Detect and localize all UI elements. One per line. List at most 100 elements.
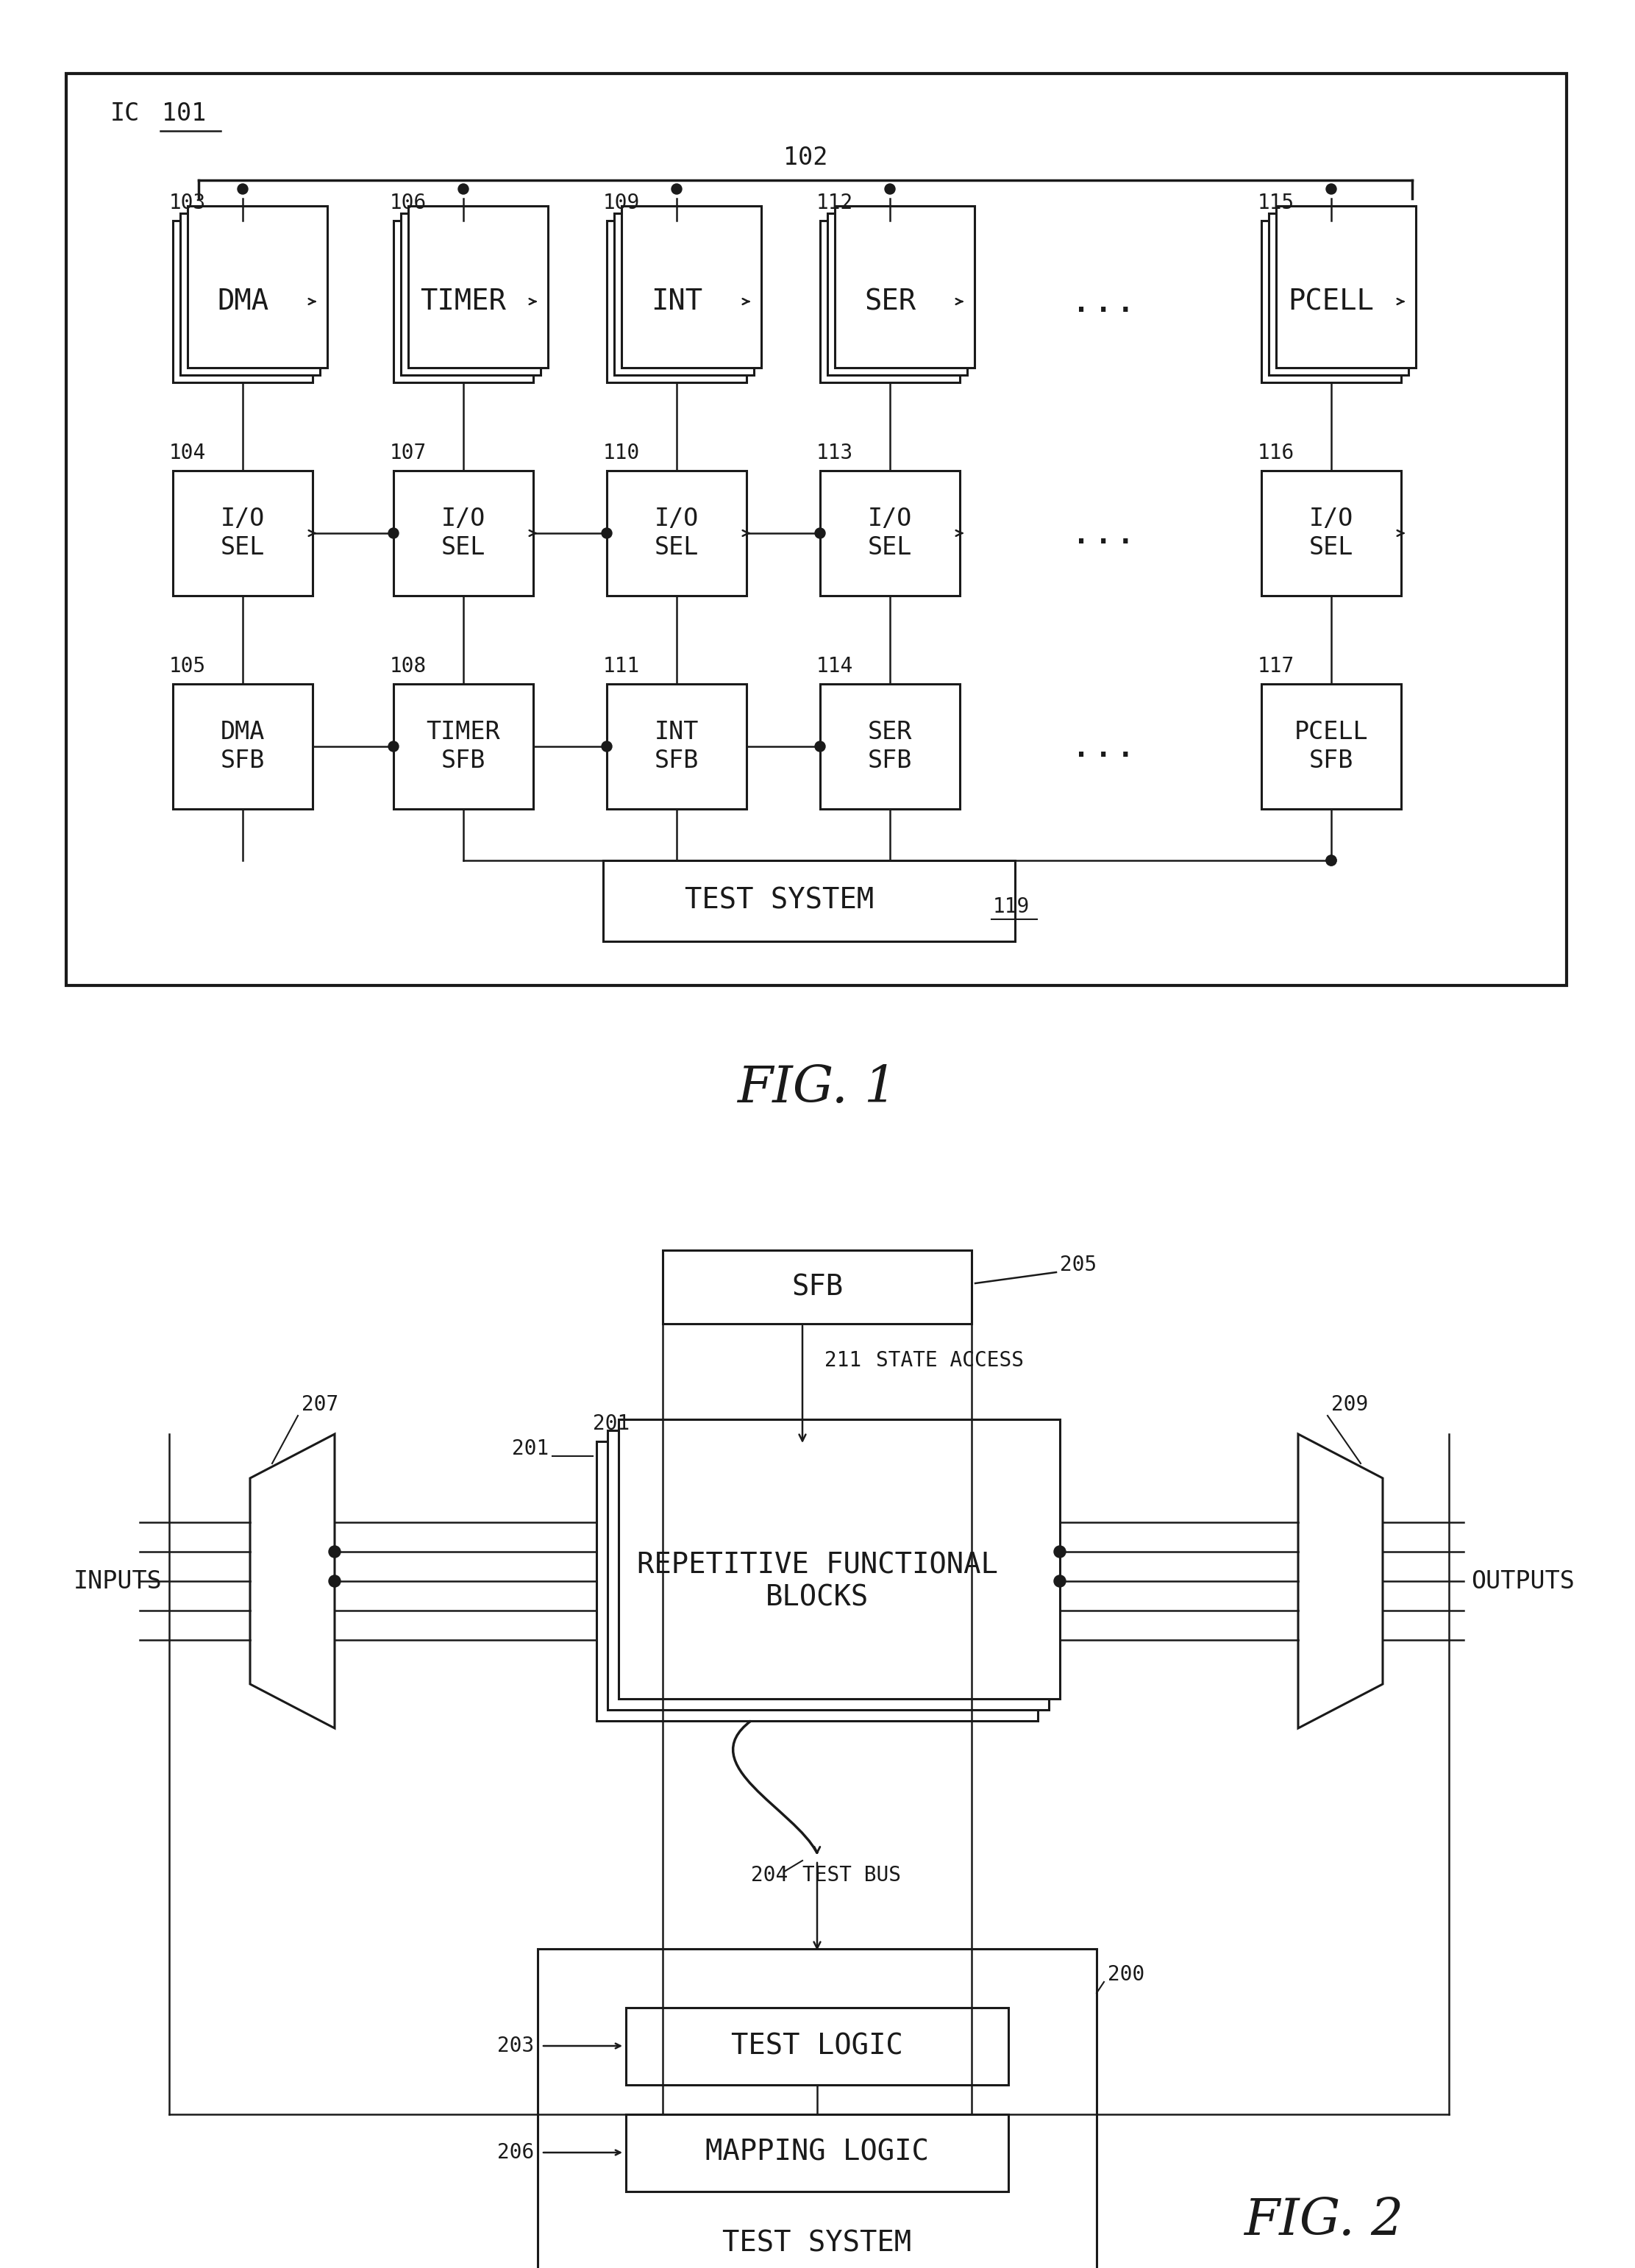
Bar [173,472,312,596]
Bar [615,213,754,374]
Text: ...: ... [1069,284,1136,320]
Text: 211: 211 [824,1349,862,1370]
Text: 101: 101 [162,102,206,127]
Text: INT: INT [651,288,703,315]
Circle shape [1326,855,1336,866]
Text: 108: 108 [389,655,427,676]
Text: TEST BUS: TEST BUS [803,1864,901,1885]
Text: 105: 105 [168,655,206,676]
Text: 102: 102 [783,145,827,170]
Bar [597,1442,1038,1721]
Text: INT
SFB: INT SFB [654,721,698,773]
Bar [394,472,533,596]
Text: SER
SFB: SER SFB [868,721,912,773]
Text: 201: 201 [512,1438,549,1458]
Circle shape [814,528,826,538]
Circle shape [1326,184,1336,195]
Text: 106: 106 [389,193,427,213]
Text: 103: 103 [168,193,206,213]
Text: 110: 110 [603,442,639,463]
Bar [409,206,548,367]
Bar [621,206,762,367]
Text: MAPPING LOGIC: MAPPING LOGIC [705,2139,929,2166]
Text: SFB: SFB [791,1272,844,1302]
Text: IC: IC [110,102,141,127]
Circle shape [329,1547,340,1558]
Polygon shape [250,1433,335,1728]
Bar [173,220,312,383]
Bar [394,220,533,383]
Circle shape [389,742,399,751]
Circle shape [389,528,399,538]
Bar [821,472,960,596]
Text: 104: 104 [168,442,206,463]
Text: OUTPUTS: OUTPUTS [1472,1569,1575,1592]
Bar [662,1250,971,1325]
Bar [1269,213,1408,374]
Bar [607,472,747,596]
Bar [608,1431,1048,1710]
Text: 112: 112 [816,193,853,213]
Text: 109: 109 [603,193,639,213]
Text: I/O
SEL: I/O SEL [868,508,912,560]
Bar [835,206,974,367]
Text: I/O
SEL: I/O SEL [441,508,486,560]
Bar [821,220,960,383]
Circle shape [1055,1576,1066,1588]
Text: 119: 119 [992,896,1030,916]
Text: REPETITIVE FUNCTIONAL
BLOCKS: REPETITIVE FUNCTIONAL BLOCKS [636,1551,997,1610]
Bar [827,213,968,374]
Circle shape [237,184,249,195]
Text: I/O
SEL: I/O SEL [654,508,698,560]
Text: INPUTS: INPUTS [74,1569,162,1592]
Bar [65,73,1566,987]
Circle shape [329,1576,340,1588]
Bar [1261,472,1401,596]
Bar [188,206,327,367]
Text: SER: SER [865,288,916,315]
Bar [607,685,747,810]
Text: DMA
SFB: DMA SFB [221,721,265,773]
Text: 201: 201 [594,1413,629,1433]
Circle shape [885,184,894,195]
Text: 206: 206 [497,2143,535,2164]
Bar [173,685,312,810]
Bar [618,1420,1059,1699]
Text: ...: ... [1069,515,1136,551]
Polygon shape [1298,1433,1383,1728]
Text: 200: 200 [1107,1964,1144,1985]
Text: TIMER
SFB: TIMER SFB [427,721,500,773]
Text: 207: 207 [301,1395,338,1415]
Text: I/O
SEL: I/O SEL [1310,508,1354,560]
Text: FIG. 2: FIG. 2 [1244,2195,1404,2245]
Bar [180,213,320,374]
Bar [1261,685,1401,810]
Text: I/O
SEL: I/O SEL [221,508,265,560]
Text: FIG. 1: FIG. 1 [737,1064,898,1114]
Bar [607,220,747,383]
Text: PCELL
SFB: PCELL SFB [1295,721,1368,773]
Text: 107: 107 [389,442,427,463]
Bar [394,685,533,810]
Circle shape [458,184,469,195]
Text: 205: 205 [1059,1254,1097,1275]
Text: ...: ... [1069,728,1136,764]
Bar [821,685,960,810]
Bar [538,1948,1097,2268]
Text: 203: 203 [497,2037,535,2057]
Bar [1261,220,1401,383]
Circle shape [602,528,611,538]
Bar [626,2007,1009,2084]
Circle shape [602,742,611,751]
Text: TEST LOGIC: TEST LOGIC [731,2032,903,2059]
Text: STATE ACCESS: STATE ACCESS [876,1349,1024,1370]
Bar [1275,206,1416,367]
Text: PCELL: PCELL [1288,288,1375,315]
Text: 115: 115 [1257,193,1295,213]
Text: TIMER: TIMER [420,288,507,315]
Text: 114: 114 [816,655,853,676]
Circle shape [1055,1547,1066,1558]
Circle shape [672,184,682,195]
Circle shape [814,742,826,751]
Text: TEST SYSTEM: TEST SYSTEM [685,887,875,914]
